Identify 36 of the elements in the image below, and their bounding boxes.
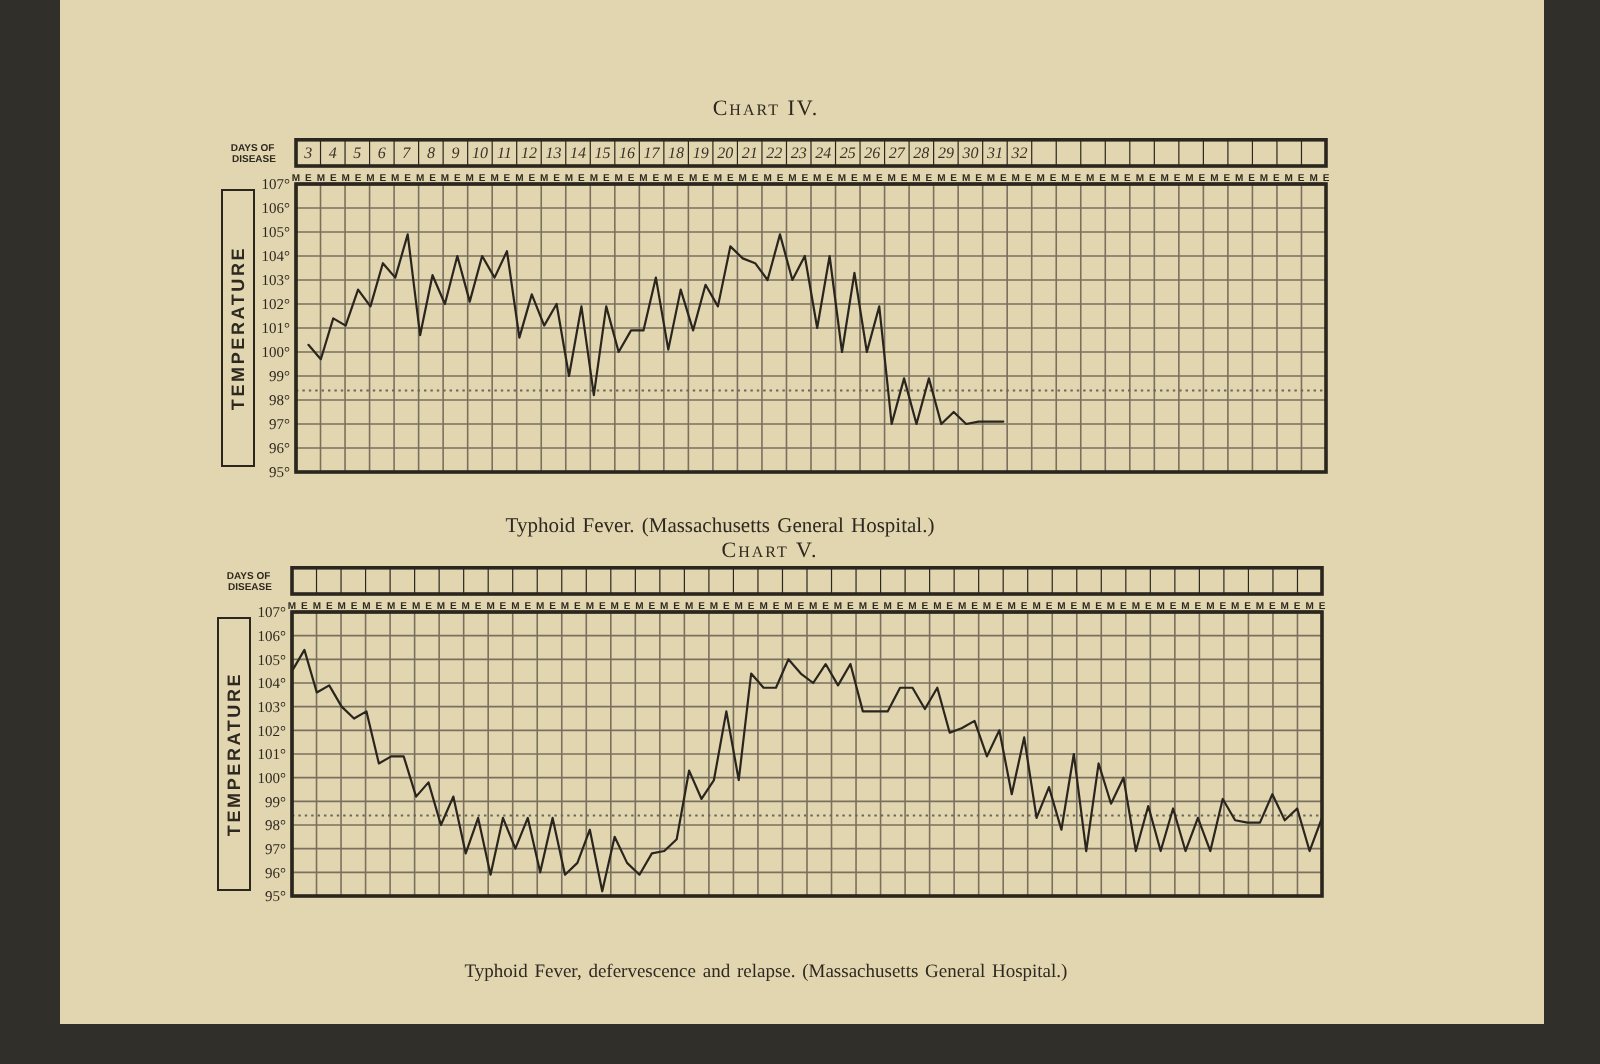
y-axis-title: TEMPERATURE — [228, 245, 248, 411]
x2-tick-label: 13 — [545, 144, 562, 162]
x2-tick-label: 26 — [864, 144, 881, 162]
x2-tick-label: 21 — [741, 144, 758, 162]
text: Typhoid Fever, defervescence and relapse. (Massachusetts General Hospital.) — [464, 962, 1068, 983]
x2-tick-label: 20 — [717, 144, 734, 162]
x2-tick-label: 28 — [913, 144, 930, 162]
chart-title: Chart V. — [721, 539, 819, 563]
x2-tick-label: 29 — [937, 144, 954, 162]
x2-tick-label: 17 — [643, 144, 662, 162]
chart-title: Chart IV. — [712, 97, 820, 121]
x2-tick-label: 18 — [668, 144, 685, 162]
x2-tick-label: 4 — [328, 144, 337, 162]
x2-tick-label: 25 — [839, 144, 856, 162]
x2-tick-label: 30 — [960, 144, 979, 162]
x2-tick-label: 9 — [451, 144, 460, 162]
x2-tick-label: 7 — [402, 144, 413, 162]
x2-tick-label: 32 — [1009, 144, 1028, 162]
x2-tick-label: 22 — [766, 144, 783, 162]
x2-tick-label: 24 — [815, 144, 832, 162]
x2-tick-label: 16 — [619, 144, 636, 162]
x2-tick-label: 11 — [497, 144, 512, 162]
x2-tick-label: 8 — [426, 144, 435, 162]
x2-tick-label: 10 — [471, 144, 488, 162]
x2-tick-label: 6 — [377, 144, 386, 162]
text: Typhoid Fever. (Massachusetts General Hospital.) — [505, 515, 935, 538]
x2-tick-label: 14 — [570, 144, 587, 162]
x2-tick-label: 19 — [692, 144, 709, 162]
x2-tick-label: 27 — [888, 144, 907, 162]
x2-tick-label: 3 — [302, 144, 313, 162]
x2-tick-label: 15 — [594, 144, 611, 162]
x2-tick-label: 31 — [984, 144, 1003, 162]
x2-tick-label: 12 — [520, 144, 537, 162]
x2-tick-label: 5 — [353, 144, 362, 162]
y-axis-title: TEMPERATURE — [224, 671, 244, 837]
x2-tick-label: 23 — [790, 144, 807, 162]
